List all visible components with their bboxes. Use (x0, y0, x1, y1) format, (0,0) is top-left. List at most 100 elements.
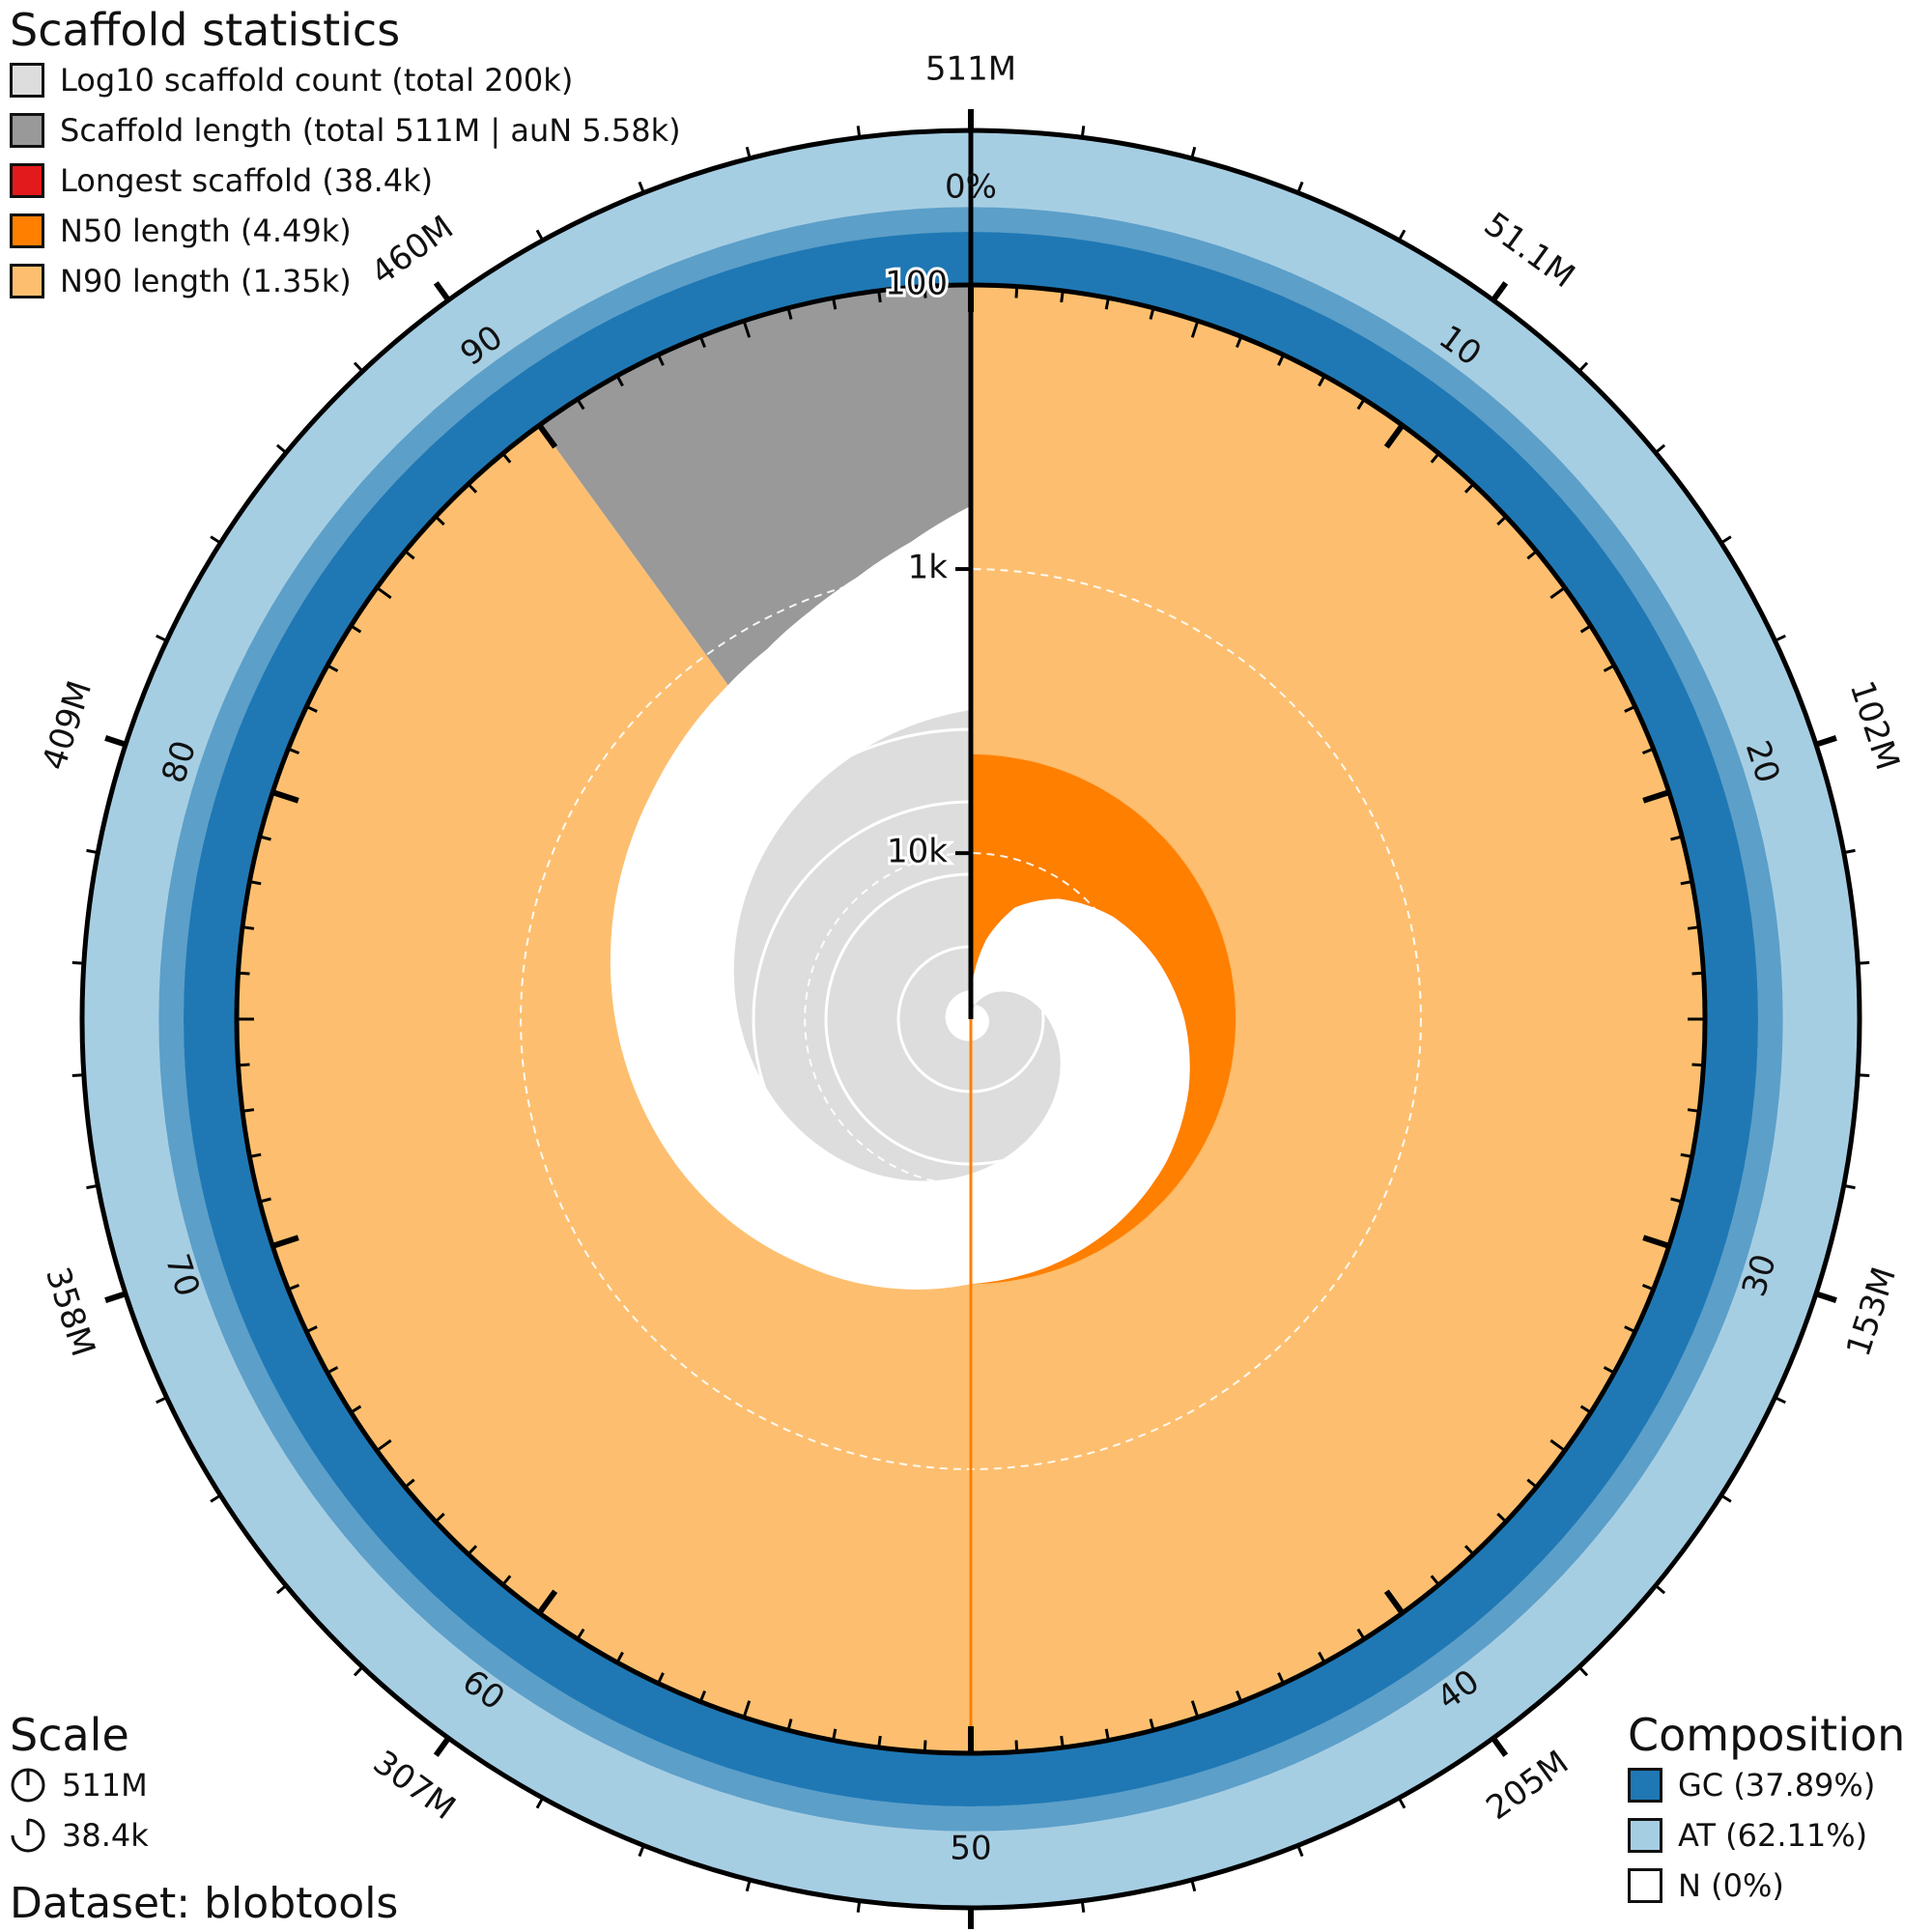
percent-tick (742, 320, 752, 338)
span-tick-label: 409M (35, 676, 99, 775)
span-tick-label: 102M (1842, 676, 1907, 775)
percent-tick (786, 307, 793, 320)
legend-item-n50: N50 length (4.49k) (10, 206, 681, 256)
percent-tick (1624, 1325, 1636, 1333)
scale-item-length: 38.4k (10, 1810, 149, 1861)
span-tick (71, 961, 84, 965)
span-tick (745, 1879, 752, 1892)
percent-tick (249, 880, 262, 886)
composition-item-label: GC (37.89%) (1678, 1767, 1876, 1804)
percent-tick (1670, 1197, 1683, 1204)
percent-tick (657, 1672, 665, 1685)
count-spiral (733, 710, 1061, 1181)
at-swatch (1628, 1818, 1662, 1853)
percent-tick (698, 335, 706, 349)
percent-tick (467, 1545, 478, 1556)
n90-band (971, 285, 1705, 1753)
span-tick (1719, 1493, 1732, 1503)
percent-tick (404, 1478, 415, 1489)
dataset-label: Dataset: blobtools (10, 1879, 399, 1928)
span-tick (1774, 634, 1786, 642)
span-tick (1654, 1584, 1666, 1595)
legend-item-count: Log10 scaffold count (total 200k) (10, 55, 681, 105)
gc-swatch (1628, 1768, 1662, 1803)
scale-item-span: 511M (10, 1760, 149, 1810)
legend-item-n90: N90 length (1.35k) (10, 256, 681, 306)
scaffold-length-layer (236, 284, 1706, 1754)
percent-tick (1526, 1478, 1538, 1489)
percent-tick (1318, 375, 1326, 387)
span-tick (638, 181, 645, 194)
percent-tick (1641, 1284, 1655, 1292)
percent-tick (1060, 290, 1065, 303)
legend-item-length: Scaffold length (total 511M | auN 5.58k) (10, 105, 681, 156)
percent-tick (698, 1690, 706, 1703)
percent-tick (1318, 1651, 1326, 1663)
length-swatch (10, 113, 44, 148)
span-tick (1577, 361, 1589, 373)
composition-legend: Composition GC (37.89%) AT (62.11%) N (0… (1628, 1710, 1905, 1911)
span-tick (1080, 1900, 1086, 1913)
percent-tick (1642, 789, 1670, 804)
span-tick-label: 153M (1839, 1263, 1904, 1361)
span-tick-label: 51.1M (1477, 205, 1581, 296)
percent-tick (1463, 1545, 1475, 1556)
span-tick (1843, 848, 1856, 855)
span-tick (1858, 1073, 1870, 1077)
percent-tick (615, 375, 624, 387)
composition-item-label: AT (62.11%) (1678, 1817, 1868, 1854)
scale-span-label: 511M (62, 1767, 148, 1804)
percent-tick (259, 835, 271, 841)
legend-item-label: N50 length (4.49k) (60, 213, 352, 249)
percent-tick (1104, 1728, 1110, 1741)
span-tick (1843, 1183, 1856, 1190)
longest-swatch (10, 163, 44, 198)
percent-tick (1691, 971, 1704, 976)
radial-axis-label: 1k (908, 549, 949, 587)
percent-tick (350, 1405, 362, 1414)
span-tick (1397, 229, 1406, 242)
radial-axis-label: 10k (887, 833, 948, 871)
percent-tick (1277, 354, 1285, 366)
percent-tick (832, 1728, 838, 1741)
percent-tick-label: 0% (945, 168, 997, 207)
span-tick (1296, 1844, 1304, 1858)
percent-tick (1642, 1235, 1670, 1249)
percent-tick (238, 971, 250, 976)
percent-tick (434, 515, 445, 526)
percent-tick (327, 664, 339, 672)
span-tick (86, 848, 99, 855)
percent-tick (1496, 1512, 1508, 1523)
percent-tick (1430, 1575, 1440, 1586)
percent-tick (1356, 1628, 1366, 1640)
span-tick (535, 1797, 545, 1809)
span-tick (156, 634, 168, 642)
percent-tick (1383, 423, 1406, 449)
percent-tick (1277, 1672, 1285, 1685)
percent-tick (1549, 586, 1566, 600)
legend-item-label: Log10 scaffold count (total 200k) (60, 62, 574, 99)
legend-title: Scaffold statistics (10, 4, 401, 56)
percent-tick (786, 1719, 793, 1731)
percent-tick (1014, 1740, 1019, 1752)
percent-tick (832, 298, 838, 310)
legend-item-label: Scaffold length (total 511M | auN 5.58k) (60, 112, 681, 149)
percent-tick (376, 586, 392, 600)
n90-area (237, 425, 971, 1754)
span-tick (156, 1396, 168, 1405)
span-tick (1577, 1665, 1589, 1677)
percent-tick (1549, 1438, 1566, 1452)
percent-tick (1060, 1735, 1065, 1748)
percent-tick (305, 705, 318, 713)
clock-full-icon (11, 1768, 45, 1803)
percent-tick (1680, 1152, 1692, 1158)
percent-tick (1383, 1589, 1406, 1615)
percent-tick (1356, 398, 1366, 411)
percent-tick (1624, 705, 1636, 713)
span-tick (433, 1736, 451, 1757)
span-tick (104, 735, 127, 748)
legend-item-label: N90 length (1.35k) (60, 263, 352, 299)
span-tick (1491, 281, 1509, 302)
span-tick (353, 1665, 364, 1677)
percent-tick (1430, 452, 1440, 464)
